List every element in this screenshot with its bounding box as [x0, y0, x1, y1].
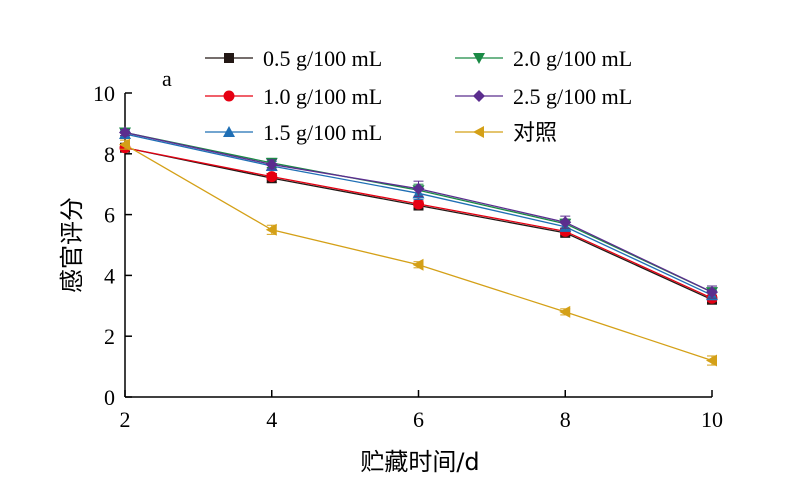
- x-tick-label: 6: [413, 407, 424, 432]
- y-axis-title: 感官评分: [58, 197, 86, 293]
- series-group: [119, 127, 718, 299]
- series-group: [119, 128, 718, 301]
- legend: 0.5 g/100 mL 1.0 g/100 mL 1.5 g/100 mL 2.0 …: [205, 46, 632, 145]
- axes: [124, 93, 712, 398]
- y-tick-label: 10: [93, 81, 115, 106]
- y-tick-label: 0: [104, 385, 115, 410]
- legend-label: 对照: [513, 120, 557, 145]
- series-group: [119, 142, 718, 304]
- legend-marker: [224, 53, 234, 63]
- legend-marker: [473, 90, 485, 102]
- legend-marker: [473, 126, 484, 138]
- series-group: [119, 138, 717, 367]
- data-point: [559, 216, 572, 229]
- legend-marker: [223, 90, 235, 102]
- legend-item: 1.0 g/100 mL: [205, 84, 382, 109]
- legend-item: 0.5 g/100 mL: [205, 46, 382, 71]
- data-point: [706, 286, 718, 299]
- series-line: [124, 133, 713, 296]
- x-tick-label: 4: [266, 407, 277, 432]
- legend-item: 2.5 g/100 mL: [455, 84, 632, 109]
- legend-label: 1.5 g/100 mL: [263, 120, 382, 145]
- y-tick-label: 6: [104, 203, 115, 228]
- data-point: [265, 158, 278, 171]
- series-layer: [119, 126, 718, 367]
- data-point: [559, 305, 571, 318]
- x-tick-label: 10: [701, 407, 723, 432]
- data-point: [266, 171, 278, 183]
- data-point: [412, 182, 425, 195]
- data-point: [413, 198, 424, 210]
- y-tick-label: 2: [104, 324, 115, 349]
- series-line: [124, 147, 713, 301]
- legend-item: 对照: [455, 120, 557, 145]
- legend-label: 2.5 g/100 mL: [513, 84, 632, 109]
- legend-marker: [473, 53, 485, 64]
- legend-item: 2.0 g/100 mL: [455, 46, 632, 71]
- x-tick-label: 2: [120, 407, 131, 432]
- series-line: [124, 144, 713, 362]
- legend-label: 2.0 g/100 mL: [513, 46, 632, 71]
- legend-item: 1.5 g/100 mL: [205, 120, 382, 145]
- y-tick-label: 8: [104, 142, 115, 167]
- data-point: [265, 223, 277, 236]
- series-group: [119, 126, 718, 299]
- data-point: [119, 126, 131, 139]
- legend-marker: [223, 126, 235, 137]
- series-line: [124, 147, 713, 299]
- panel-label: a: [162, 66, 172, 91]
- data-point: [119, 138, 130, 151]
- y-tick-label: 4: [104, 263, 115, 288]
- data-point: [412, 258, 424, 271]
- series-group: [120, 142, 717, 305]
- legend-label: 1.0 g/100 mL: [263, 84, 382, 109]
- x-tick-label: 8: [560, 407, 571, 432]
- data-point: [706, 354, 717, 367]
- legend-label: 0.5 g/100 mL: [263, 46, 382, 71]
- x-axis-title: 贮藏时间/d: [360, 448, 479, 476]
